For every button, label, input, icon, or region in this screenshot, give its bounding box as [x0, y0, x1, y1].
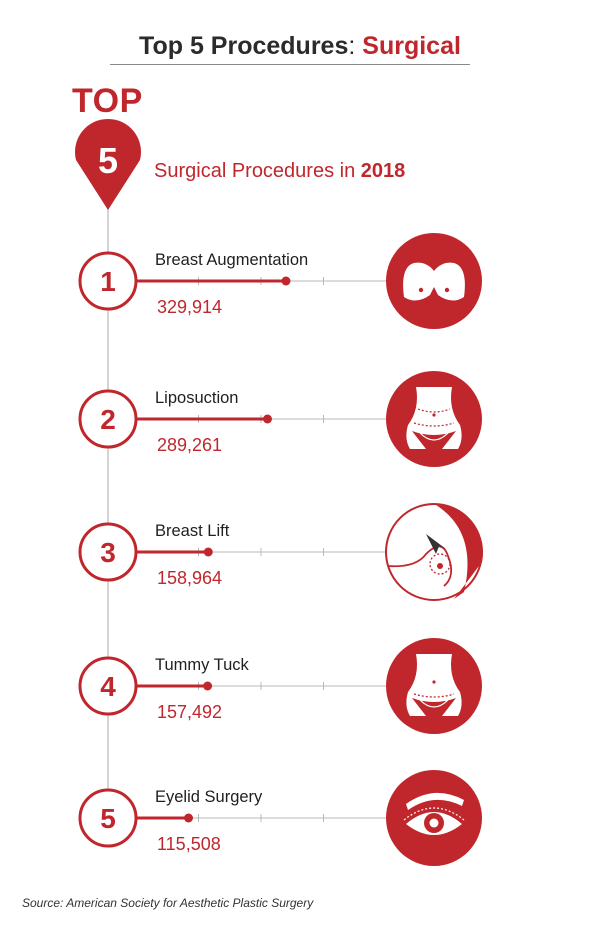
- icon-navel: [432, 413, 436, 417]
- icon-navel: [432, 680, 436, 684]
- rank-circle: [78, 656, 138, 716]
- title-underline: [110, 64, 470, 65]
- icon-dotted-incision: [413, 693, 455, 698]
- rank-circle: [78, 389, 138, 449]
- bar-end-dot: [203, 681, 213, 691]
- tummy-tuck-icon: [386, 638, 482, 734]
- category-label: Breast Lift: [155, 522, 230, 540]
- subtitle-year: 2018: [360, 160, 406, 182]
- rank-circle: [78, 251, 138, 311]
- icon-breasts-shape: [403, 262, 465, 301]
- icon-dotted-ring: [429, 553, 451, 575]
- top-label: TOP: [72, 82, 143, 120]
- category-label: Eyelid Surgery: [155, 788, 263, 806]
- rank-row: 2 Liposuction 289,261: [78, 371, 482, 467]
- rank-circle: [78, 788, 138, 848]
- rank-number: 5: [100, 803, 116, 834]
- rank-row: 5 Eyelid Surgery 115,508: [78, 770, 482, 866]
- title-main: Top 5 Procedures: [139, 32, 349, 60]
- rank-row: 4 Tummy Tuck 157,492: [78, 638, 482, 734]
- rank-row: 1 Breast Augmentation 329,914: [78, 233, 482, 329]
- value-label: 157,492: [157, 702, 222, 722]
- icon-nipple-right: [444, 287, 450, 293]
- breasts-icon: [386, 233, 482, 329]
- bar-end-dot: [184, 813, 194, 823]
- rank-number: 4: [100, 671, 116, 702]
- breast-lift-icon: [385, 503, 483, 601]
- icon-underwear-edge: [419, 432, 449, 441]
- liposuction-torso-icon: [386, 371, 482, 467]
- icon-nipple: [437, 563, 443, 569]
- value-label: 158,964: [157, 568, 222, 588]
- badge-number: 5: [98, 140, 118, 181]
- rank-number: 2: [100, 404, 116, 435]
- value-label: 329,914: [157, 297, 222, 317]
- icon-pupil-highlight: [429, 818, 439, 828]
- bar-end-dot: [262, 414, 272, 424]
- value-label: 115,508: [157, 834, 221, 854]
- badge-pin-shape: [75, 118, 141, 210]
- icon-dotted-hips: [413, 422, 455, 427]
- rank-number: 1: [100, 266, 116, 297]
- title-accent: Surgical: [362, 32, 461, 60]
- icon-dotted-waist: [417, 408, 451, 413]
- icon-dotted-lid: [403, 807, 465, 821]
- icon-arm-shape: [436, 505, 483, 599]
- eye-icon: [386, 770, 482, 866]
- category-label: Tummy Tuck: [155, 656, 250, 674]
- title-separator: :: [348, 32, 356, 60]
- subtitle-prefix: Surgical Procedures in: [154, 160, 361, 182]
- category-label: Liposuction: [155, 389, 238, 407]
- chart-title: Top 5 Procedures: Surgical: [0, 32, 600, 61]
- rank-number: 3: [100, 537, 116, 568]
- icon-cursor-arrow: [426, 534, 446, 554]
- icon-underwear-edge: [419, 699, 449, 708]
- rank-row: 3 Breast Lift 158,964: [78, 503, 483, 601]
- icon-breast-outline: [387, 545, 453, 587]
- top-badge: 5: [75, 118, 141, 210]
- category-label: Breast Augmentation: [155, 251, 308, 269]
- icon-nipple-left: [418, 287, 424, 293]
- rank-circle: [78, 522, 138, 582]
- bar-end-dot: [281, 276, 291, 286]
- source-note: Source: American Society for Aesthetic P…: [22, 896, 314, 910]
- value-label: 289,261: [157, 435, 222, 455]
- subtitle: Surgical Procedures in 2018: [154, 160, 405, 183]
- bar-end-dot: [203, 547, 213, 557]
- icon-eyebrow: [406, 792, 464, 810]
